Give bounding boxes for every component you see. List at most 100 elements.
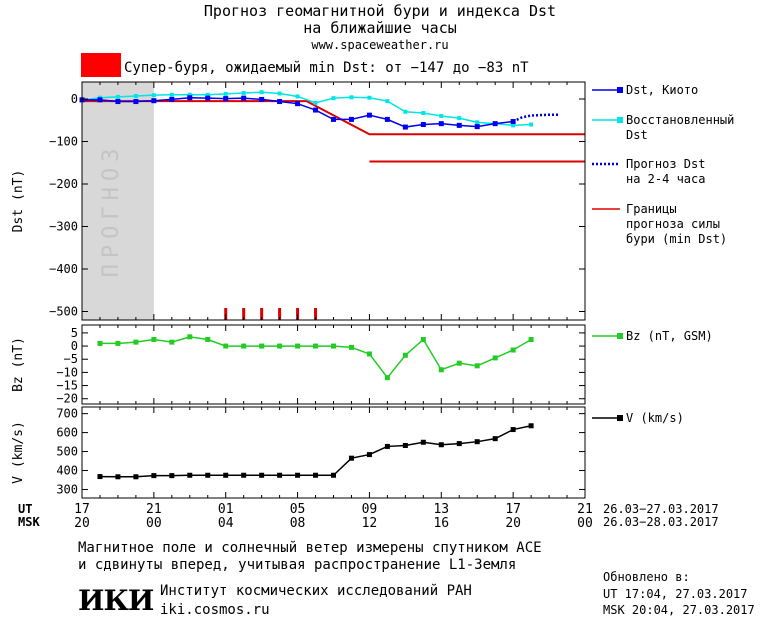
dst-restored-point: [349, 95, 354, 100]
v-point: [169, 473, 175, 479]
bz-point: [474, 363, 480, 369]
dst-restored-point: [277, 91, 282, 96]
dst-kyoto-point: [241, 95, 247, 101]
dst-kyoto-point: [402, 124, 408, 130]
dst-kyoto-point: [169, 96, 175, 102]
v-point: [133, 474, 139, 480]
x-tick-label-msk: 08: [290, 516, 306, 531]
ut-date-range: 26.03−27.03.2017: [603, 502, 719, 516]
y-tick-label: −300: [49, 220, 78, 234]
legend-dst-forecast-label: Прогноз Dst: [626, 157, 705, 171]
updated-ut: UT 17:04, 27.03.2017: [603, 587, 748, 601]
dst-restored-point: [421, 111, 426, 116]
y-tick-label: −100: [49, 135, 78, 149]
y-tick-label: −200: [49, 177, 78, 191]
dst-kyoto-point: [438, 121, 444, 127]
bz-point: [241, 343, 247, 349]
x-tick-label-ut: 13: [433, 502, 449, 517]
dst-restored-point: [439, 114, 444, 118]
y-axis-label: Bz (nT): [11, 337, 26, 392]
dst-restored-point: [115, 94, 120, 99]
bz-point: [295, 343, 301, 349]
dst-kyoto-point: [97, 97, 103, 103]
x-tick-label-ut: 09: [362, 502, 378, 517]
storm-bound-line: [82, 100, 585, 136]
v-point: [259, 472, 265, 478]
panel-frame: [81, 406, 586, 499]
v-point: [402, 442, 408, 448]
iki-logo: ИКИ: [78, 584, 154, 617]
dst-kyoto-point: [259, 96, 265, 102]
dst-restored-point: [457, 116, 462, 121]
y-tick-label: −5: [64, 352, 78, 366]
bz-point: [384, 375, 390, 381]
x-tick-label-ut: 01: [218, 502, 234, 517]
bz-point: [528, 336, 534, 342]
y-tick-label: −20: [56, 392, 78, 406]
v-line: [99, 425, 532, 478]
dst-kyoto-point: [420, 122, 426, 127]
dst-restored-point: [205, 92, 210, 97]
v-point: [277, 472, 283, 478]
msk-date-range: 26.03−28.03.2017: [603, 515, 719, 529]
bz-point: [115, 340, 121, 346]
dst-restored-point: [313, 100, 318, 105]
y-tick-label: 700: [56, 407, 78, 421]
dst-kyoto-point: [474, 124, 480, 130]
bz-point: [331, 343, 336, 349]
updated-label: Обновлено в:: [603, 570, 690, 584]
institute-name: Институт космических исследований РАН: [160, 583, 472, 599]
y-tick-label: −10: [56, 365, 78, 379]
x-tick-label-msk: 00: [146, 516, 162, 531]
v-point: [348, 455, 354, 461]
footnote-line2: и сдвинуты вперед, учитывая распростране…: [78, 557, 517, 573]
bz-point: [259, 343, 265, 349]
legend-storm-bounds-label: Границы: [626, 202, 677, 216]
v-point: [313, 472, 319, 478]
storm-forecast-text: Супер-буря, ожидаемый min Dst: от −147 д…: [124, 60, 529, 76]
v-point: [295, 472, 301, 478]
v-point: [528, 423, 534, 429]
bz-point: [277, 343, 283, 349]
v-point: [384, 443, 390, 449]
institute-url[interactable]: iki.cosmos.ru: [160, 602, 270, 618]
dst-restored-point: [529, 122, 534, 127]
x-tick-label-msk: 20: [505, 516, 521, 531]
bz-point: [438, 367, 444, 373]
dst-restored-point: [259, 90, 264, 95]
y-tick-label: 5: [71, 326, 78, 340]
legend-dst-forecast-label: на 2-4 часа: [626, 172, 705, 186]
y-tick-label: −400: [49, 262, 78, 276]
dst-kyoto-point: [223, 96, 229, 102]
site-url: www.spaceweather.ru: [311, 38, 449, 52]
dst-restored-point: [223, 91, 228, 96]
v-point: [97, 474, 103, 480]
bz-point: [366, 351, 372, 357]
x-tick-label-ut: 05: [290, 502, 306, 517]
dst-kyoto-point: [115, 99, 121, 105]
v-point: [492, 436, 498, 442]
dst-kyoto-point: [331, 116, 336, 122]
v-point: [241, 472, 247, 478]
x-tick-label-msk: 12: [362, 516, 378, 531]
panel-frame: [81, 324, 586, 405]
y-tick-label: 400: [56, 464, 78, 478]
bz-point: [420, 336, 426, 342]
y-axis-label: V (km/s): [11, 421, 26, 484]
legend-dst-kyoto-marker: [617, 87, 623, 93]
v-panel: 700 600 500 400 300 V (km/s): [11, 406, 586, 499]
bz-point: [510, 347, 516, 353]
dst-kyoto-point: [456, 122, 462, 128]
v-point: [223, 472, 229, 478]
bz-point: [205, 336, 211, 342]
dst-restored-point: [367, 95, 372, 100]
x-tick-label-ut: 21: [146, 502, 162, 517]
bz-line: [99, 336, 532, 379]
dst-restored-point: [241, 91, 246, 96]
y-tick-label: −15: [56, 379, 78, 393]
legend-v-label: V (km/s): [626, 411, 684, 425]
y-tick-label: 600: [56, 426, 78, 440]
v-point: [510, 427, 516, 433]
